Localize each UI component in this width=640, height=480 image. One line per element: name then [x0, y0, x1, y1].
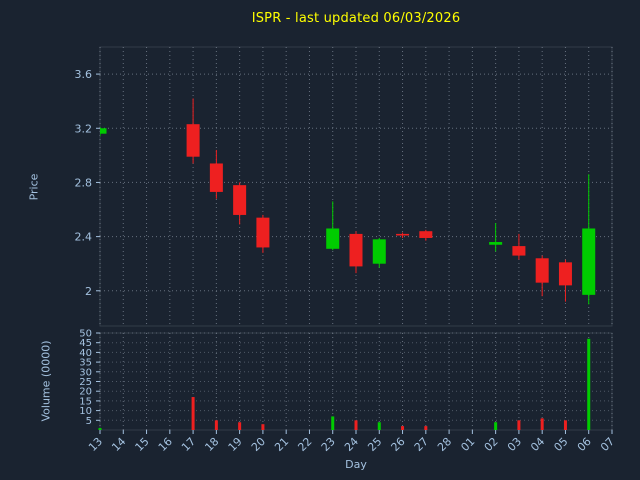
day-tick-label: 21: [272, 435, 291, 454]
volume-bar-day-24: [354, 420, 358, 430]
volume-tick-label: 40: [79, 348, 92, 359]
day-tick-label: 07: [598, 435, 617, 454]
volume-bar-day-25: [377, 422, 381, 430]
candle-body: [372, 239, 386, 264]
candle-day-23: [326, 201, 340, 251]
volume-bar-day-06: [587, 338, 591, 430]
volume-tick-label: 30: [79, 367, 92, 378]
volume-bar-day-20: [261, 424, 265, 430]
candle-day-20: [256, 214, 270, 253]
day-tick-label: 16: [156, 435, 175, 454]
candle-body: [349, 233, 363, 267]
volume-bar-day-17: [191, 397, 195, 430]
candle-body: [512, 246, 526, 256]
candle-day-04: [535, 255, 549, 297]
day-tick-label: 14: [109, 435, 128, 454]
candle-day-25: [372, 237, 386, 268]
volume-tick-label: 45: [79, 338, 92, 349]
candle-body: [535, 258, 549, 283]
day-tick-label: 23: [319, 435, 338, 454]
day-tick-label: 02: [482, 435, 501, 454]
candle-body: [558, 262, 572, 286]
volume-tick-label: 15: [79, 396, 92, 407]
volume-tick-label: 20: [79, 387, 92, 398]
volume-bar-day-03: [517, 420, 521, 430]
day-tick-label: 01: [458, 435, 477, 454]
day-tick-label: 22: [295, 435, 314, 454]
day-tick-label: 26: [389, 435, 408, 454]
day-tick-label: 19: [226, 435, 245, 454]
day-tick-label: 27: [412, 435, 431, 454]
candle-body: [186, 124, 200, 157]
volume-bar-day-23: [331, 416, 335, 430]
volume-bar-day-05: [563, 420, 567, 430]
day-tick-label: 06: [575, 435, 594, 454]
volume-bar-day-26: [401, 426, 405, 430]
day-tick-label: 03: [505, 435, 524, 454]
candle-day-06: [582, 174, 596, 305]
volume-tick-label: 10: [79, 406, 92, 417]
day-tick-label: 04: [528, 435, 547, 454]
day-tick-label: 28: [435, 435, 454, 454]
day-tick-label: 20: [249, 435, 268, 454]
candle-day-17: [186, 98, 200, 164]
volume-bar-day-27: [424, 426, 428, 430]
volume-bar-day-02: [494, 422, 498, 430]
price-tick-label: 3.6: [75, 68, 93, 81]
day-tick-label: 13: [86, 435, 105, 454]
axis-tick-marks: [96, 73, 613, 434]
candle-body: [396, 233, 410, 236]
volume-bar-day-13: [98, 428, 102, 430]
chart-title: ISPR - last updated 06/03/2026: [251, 11, 461, 26]
day-tick-label: 05: [551, 435, 570, 454]
volume-bars: [98, 338, 591, 430]
candle-day-05: [558, 259, 572, 302]
day-axis-label: Day: [345, 458, 367, 471]
volume-bar-day-04: [540, 418, 544, 430]
candle-body: [233, 185, 247, 215]
candle-body: [256, 217, 270, 248]
price-candles: [100, 98, 596, 305]
day-tick-label: 15: [133, 435, 152, 454]
candle-day-18: [209, 149, 223, 199]
volume-tick-label: 35: [79, 358, 92, 369]
candle-day-27: [419, 229, 433, 241]
candle-day-02: [489, 223, 503, 252]
price-tick-label: 2.4: [75, 231, 93, 244]
volume-bar-day-19: [238, 422, 242, 430]
candle-body: [326, 228, 340, 249]
candle-day-19: [233, 182, 247, 225]
volume-bar-day-18: [214, 420, 218, 430]
candle-day-13: [100, 126, 107, 137]
candle-day-26: [396, 232, 410, 238]
candle-body: [100, 128, 107, 134]
candle-day-24: [349, 231, 363, 274]
day-tick-label: 18: [202, 435, 221, 454]
candle-body: [209, 163, 223, 192]
volume-tick-label: 25: [79, 377, 92, 388]
volume-tick-label: 50: [79, 329, 92, 340]
price-tick-label: 3.2: [75, 122, 93, 135]
price-tick-label: 2.8: [75, 176, 93, 189]
day-tick-label: 25: [365, 435, 384, 454]
volume-tick-label: 5: [86, 416, 92, 427]
day-tick-label: 17: [179, 435, 198, 454]
price-tick-label: 2: [85, 285, 92, 298]
day-tick-label: 24: [342, 435, 361, 454]
candle-body: [582, 228, 596, 295]
candle-body: [489, 242, 503, 245]
candle-day-03: [512, 233, 526, 260]
candle-body: [419, 231, 433, 238]
